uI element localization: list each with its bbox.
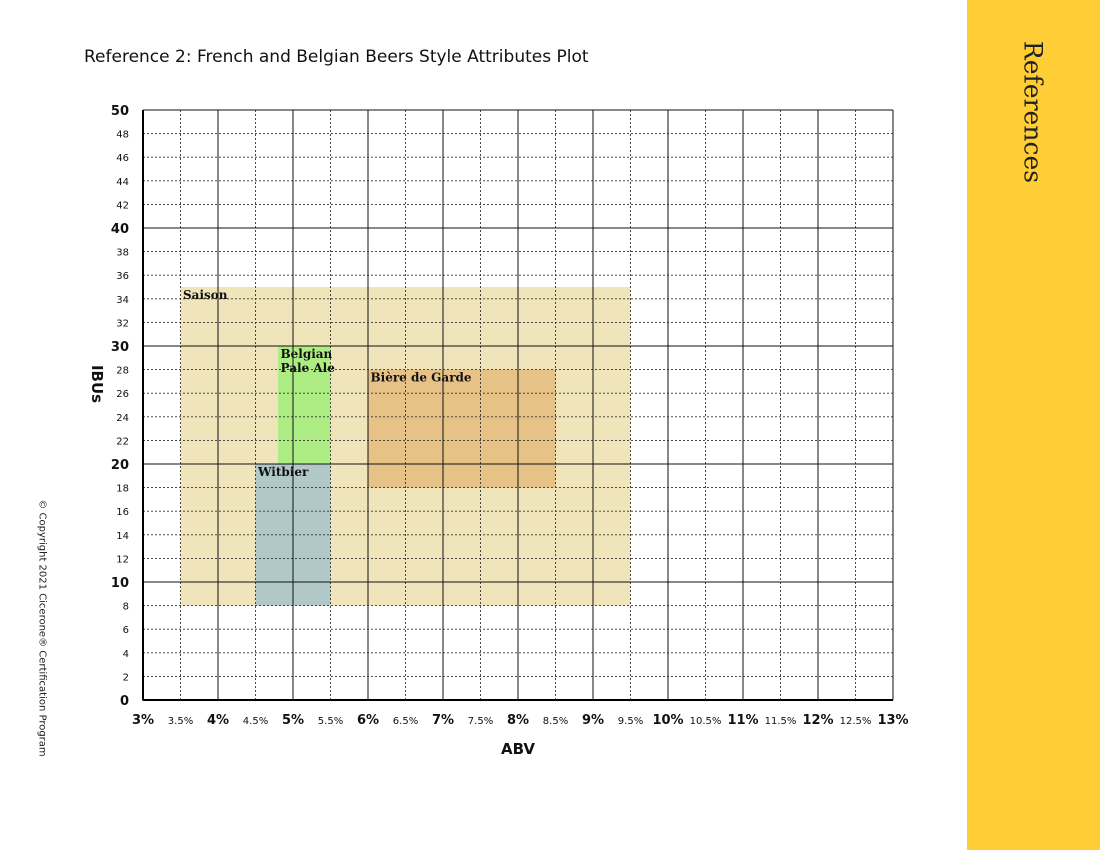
region-label-bi-re-de-garde: Bière de Garde <box>371 371 472 385</box>
y-tick-label: 12 <box>116 554 129 565</box>
copyright-notice: © Copyright 2021 Cicerone® Certification… <box>36 499 48 757</box>
x-tick-label: 6.5% <box>393 716 418 727</box>
y-tick-label: 14 <box>116 531 129 542</box>
y-tick-label: 18 <box>116 484 129 495</box>
y-tick-label: 50 <box>111 104 129 119</box>
sidebar-section-label: References <box>1018 40 1048 184</box>
x-tick-label: 6% <box>357 713 379 728</box>
y-tick-label: 24 <box>116 413 129 424</box>
y-tick-label: 38 <box>116 248 129 259</box>
region-bi-re-de-garde <box>368 369 556 488</box>
y-tick-label: 4 <box>123 649 129 660</box>
x-tick-label: 7.5% <box>468 716 493 727</box>
x-tick-label: 4.5% <box>243 716 268 727</box>
tick-labels: 3% 3.5% 4% 4.5% 5% 5.5% 6% 6.5% 7% 7.5% 8% 8.5% 9% 9.… <box>111 104 909 728</box>
y-tick-label: 10 <box>111 576 129 591</box>
y-tick-label: 32 <box>116 318 129 329</box>
region-label-saison: Saison <box>183 288 228 302</box>
x-axis-title: ABV <box>501 740 535 758</box>
x-tick-label: 5.5% <box>318 716 343 727</box>
y-tick-label: 0 <box>120 694 129 709</box>
x-tick-label: 8.5% <box>543 716 568 727</box>
x-tick-label: 10% <box>652 713 683 728</box>
x-tick-label: 11.5% <box>765 716 797 727</box>
y-tick-label: 16 <box>116 507 129 518</box>
x-tick-label: 12% <box>802 713 833 728</box>
y-tick-label: 8 <box>123 602 129 613</box>
y-tick-label: 34 <box>116 295 129 306</box>
y-tick-label: 48 <box>116 130 129 141</box>
chart-title: Reference 2: French and Belgian Beers St… <box>84 47 589 67</box>
x-tick-label: 9% <box>582 713 604 728</box>
style-region-labels: Saison Witbier Belgian Pale Ale Bière de Gar… <box>183 288 472 479</box>
x-tick-label: 8% <box>507 713 529 728</box>
region-belgian-pale-ale <box>278 346 331 464</box>
y-tick-label: 36 <box>116 271 129 282</box>
y-tick-label: 6 <box>123 625 129 636</box>
y-tick-label: 40 <box>111 222 129 237</box>
y-tick-label: 44 <box>116 177 129 188</box>
x-tick-label: 3.5% <box>168 716 193 727</box>
plot-axes <box>142 110 893 701</box>
x-tick-label: 12.5% <box>840 716 872 727</box>
y-tick-label: 30 <box>111 340 129 355</box>
grid-lines <box>143 109 894 700</box>
x-tick-label: 3% <box>132 713 154 728</box>
y-tick-label: 26 <box>116 389 129 400</box>
y-tick-label: 28 <box>116 366 129 377</box>
y-axis-title: IBUs <box>88 365 106 403</box>
x-tick-label: 5% <box>282 713 304 728</box>
references-sidebar <box>967 0 1100 850</box>
y-tick-label: 22 <box>116 436 129 447</box>
y-tick-label: 20 <box>111 458 129 473</box>
x-tick-label: 11% <box>727 713 758 728</box>
x-tick-label: 7% <box>432 713 454 728</box>
region-label-witbier: Witbier <box>257 465 309 479</box>
x-tick-label: 13% <box>877 713 908 728</box>
region-label-belgian-pale-ale: Belgian Pale Ale <box>281 347 336 375</box>
attributes-plot: Saison Witbier Belgian Pale Ale Bière de Gar… <box>88 104 909 758</box>
y-tick-label: 42 <box>116 200 129 211</box>
x-tick-label: 10.5% <box>690 716 722 727</box>
x-tick-label: 9.5% <box>618 716 643 727</box>
x-tick-label: 4% <box>207 713 229 728</box>
y-tick-label: 46 <box>116 153 129 164</box>
y-tick-label: 2 <box>123 672 129 683</box>
